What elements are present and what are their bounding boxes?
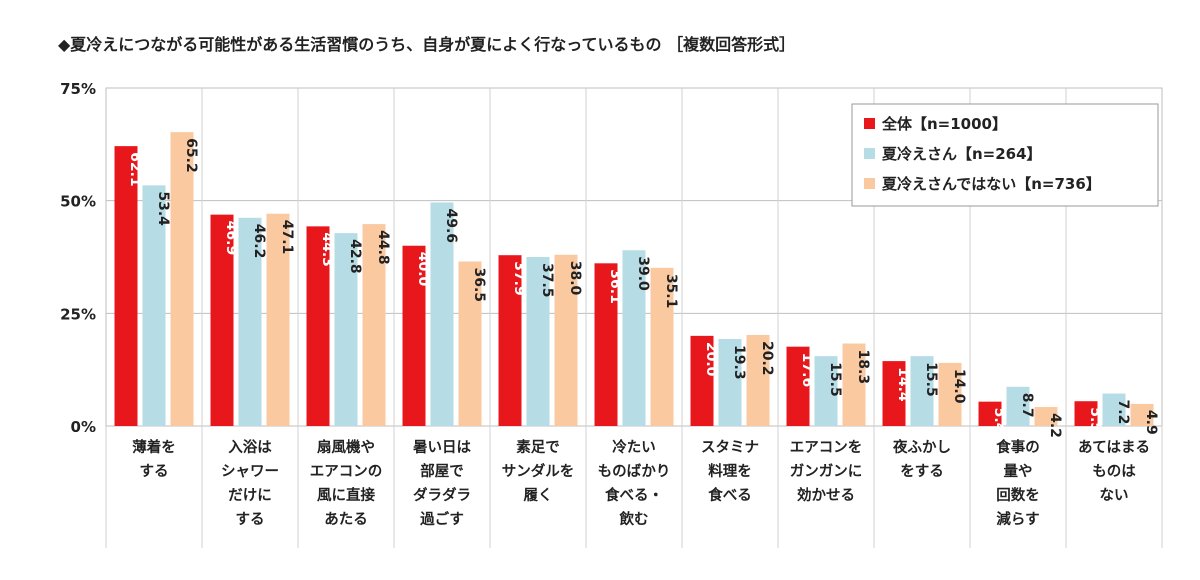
x-tick-label: 冷たいものばかり食べる・飲む xyxy=(598,438,671,528)
data-label: 5.5 xyxy=(1087,407,1103,432)
bar xyxy=(814,356,838,426)
x-tick-label: 食事の量や回数を減らす xyxy=(996,438,1040,528)
bar xyxy=(1006,386,1030,426)
x-tick-label: 暑い日は部屋でダラダラ過ごす xyxy=(413,439,471,528)
x-axis: 薄着をする 入浴はシャワーだけにする扇風機やエアコンの風に直接あたる暑い日は部屋で… xyxy=(132,438,1150,528)
data-label: 35.1 xyxy=(663,274,679,309)
data-label: 20.0 xyxy=(703,342,719,377)
data-label: 39.0 xyxy=(635,256,651,291)
x-tick-label: 入浴はシャワーだけにする xyxy=(221,438,279,528)
bar xyxy=(554,254,578,426)
data-label: 53.4 xyxy=(155,191,171,226)
data-label: 40.0 xyxy=(415,252,431,287)
bar xyxy=(142,185,166,426)
bar xyxy=(334,233,358,426)
x-tick-label: 夜ふかしをする xyxy=(892,438,951,480)
data-label: 17.6 xyxy=(799,353,815,388)
bar xyxy=(362,224,386,426)
data-label: 42.8 xyxy=(347,239,363,274)
data-label: 19.3 xyxy=(731,345,747,380)
bar xyxy=(650,267,674,426)
bar xyxy=(114,146,138,427)
bar xyxy=(786,346,810,426)
y-tick-label: 0% xyxy=(71,418,96,436)
y-tick-label: 25% xyxy=(60,305,96,323)
bar xyxy=(622,250,646,426)
legend-swatch xyxy=(864,178,875,189)
data-label: 4.2 xyxy=(1047,413,1063,438)
bar xyxy=(718,339,742,426)
data-label: 44.3 xyxy=(319,232,335,267)
bar xyxy=(402,245,426,426)
bar xyxy=(526,257,550,426)
data-label: 18.3 xyxy=(855,350,871,385)
data-label: 46.9 xyxy=(223,221,239,256)
data-label: 37.9 xyxy=(511,261,527,296)
bar xyxy=(910,356,934,426)
bar xyxy=(690,335,714,426)
data-label: 14.0 xyxy=(951,369,967,404)
bar xyxy=(1034,407,1058,426)
bar xyxy=(978,401,1002,426)
legend-label: 全体【n=1000】 xyxy=(881,115,1007,133)
data-label: 65.2 xyxy=(183,138,199,173)
legend-label: 夏冷えさんではない【n=736】 xyxy=(881,175,1101,193)
data-label: 15.5 xyxy=(827,362,843,397)
bar xyxy=(170,132,194,426)
x-tick-label: 薄着をする xyxy=(132,438,176,480)
bar xyxy=(938,362,962,426)
bar xyxy=(882,361,906,426)
legend-swatch xyxy=(864,148,875,159)
bar xyxy=(458,261,482,426)
bar xyxy=(266,213,290,426)
bar xyxy=(1130,403,1154,426)
x-tick-label: 素足でサンダルを履く xyxy=(502,438,575,504)
bar xyxy=(594,263,618,426)
legend-label: 夏冷えさん【n=264】 xyxy=(881,145,1042,163)
data-label: 36.5 xyxy=(471,268,487,303)
bar xyxy=(1102,393,1126,426)
data-label: 38.0 xyxy=(567,261,583,296)
y-tick-label: 50% xyxy=(60,193,96,211)
data-label: 47.1 xyxy=(279,220,295,255)
x-tick-label: あてはまるものはない xyxy=(1078,439,1150,504)
legend-box xyxy=(851,103,1159,207)
data-label: 49.6 xyxy=(443,208,459,243)
x-tick-label: エアコンをガンガンに効かせる xyxy=(790,439,863,504)
bar xyxy=(1074,401,1098,426)
x-tick-label: 扇風機やエアコンの風に直接あたる xyxy=(310,438,383,528)
data-label: 36.1 xyxy=(607,269,623,304)
data-label: 7.2 xyxy=(1115,400,1131,425)
bar xyxy=(430,202,454,426)
bar xyxy=(210,214,234,426)
data-label: 8.7 xyxy=(1019,393,1035,418)
data-label: 15.5 xyxy=(923,362,939,397)
bar xyxy=(238,217,262,426)
y-axis: 0% 25% 50% 75% xyxy=(60,80,96,436)
chart-title: ◆夏冷えにつながる可能性がある生活習慣のうち、自身が夏によく行なっているもの ［… xyxy=(58,35,795,54)
data-label: 46.2 xyxy=(251,224,267,259)
data-label: 14.4 xyxy=(895,367,911,402)
legend-swatch xyxy=(864,118,875,129)
bar xyxy=(498,255,522,426)
bars: 62.1 53.4 65.2 46.9 46.2 47.1 44.3 42.8 44.8 40.0… xyxy=(114,132,1159,438)
data-label: 5.4 xyxy=(991,408,1007,433)
data-label: 4.9 xyxy=(1143,410,1159,435)
data-label: 62.1 xyxy=(127,152,143,187)
bar xyxy=(842,343,866,426)
y-tick-label: 75% xyxy=(60,80,96,98)
bar xyxy=(306,226,330,426)
data-label: 20.2 xyxy=(759,341,775,376)
data-label: 44.8 xyxy=(375,230,391,265)
x-tick-label: スタミナ料理を食べる xyxy=(701,439,759,504)
legend: 全体【n=1000】夏冷えさん【n=264】夏冷えさんではない【n=736】 xyxy=(851,103,1159,207)
data-label: 37.5 xyxy=(539,263,555,298)
bar xyxy=(746,334,770,426)
